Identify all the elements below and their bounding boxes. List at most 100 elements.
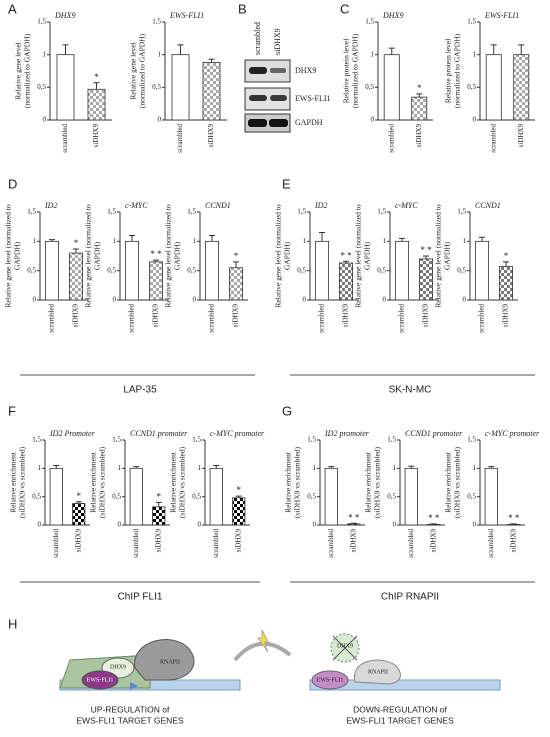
y-tick-label: 0 xyxy=(383,296,387,304)
error-bar xyxy=(53,465,60,469)
y-tick-label: 1,5 xyxy=(152,18,161,26)
group-label: ChIP FLI1 xyxy=(118,592,163,603)
x-tick-label: siDHX9 xyxy=(517,124,525,148)
error-bar xyxy=(129,234,135,242)
y-axis-label: (siDHX9 vs scrambled) xyxy=(293,446,302,518)
significance: * xyxy=(234,251,239,261)
dna xyxy=(309,679,501,691)
chart-title: EWS-FLI1 xyxy=(169,11,204,20)
y-tick-label: 0,5 xyxy=(387,492,396,500)
error-bar xyxy=(153,259,159,262)
bar-chart: 0 0,5 1 1,5 Relative protein level (normalize… xyxy=(444,11,535,153)
chart-title: ID2 Promoter xyxy=(49,429,96,438)
y-tick-label: 1,5 xyxy=(297,208,306,216)
bar xyxy=(171,54,190,121)
diagram-label: EWS-FLI1 xyxy=(317,677,344,683)
y-tick-label: 0,5 xyxy=(32,492,41,500)
bar xyxy=(204,240,219,301)
bar-chart: 0 0,5 1 1,5 Relative protein level (normalize… xyxy=(342,11,433,153)
y-axis-label: Relative enrichment xyxy=(169,451,178,513)
y-tick-label: 0 xyxy=(371,116,375,124)
x-tick-label: siDHX9 xyxy=(502,304,510,328)
x-tick-label: siDHX9 xyxy=(207,124,215,148)
y-axis-label: GAPDH) xyxy=(93,241,102,270)
band-label: EWS-FLI1 xyxy=(295,94,331,103)
y-axis-label: Relative protein level xyxy=(444,39,453,104)
x-tick-label: scrambled xyxy=(398,304,406,333)
chart-title: DHX9 xyxy=(54,11,75,20)
significance: * xyxy=(417,83,422,93)
significance: * * xyxy=(348,512,360,522)
y-axis-label: Relative gene level xyxy=(14,42,23,99)
rnapii-shape xyxy=(134,639,195,681)
group-label: ChIP RNAPII xyxy=(381,592,439,603)
x-tick-label: siDHX9 xyxy=(72,304,80,328)
y-tick-label: 0,5 xyxy=(467,83,476,91)
bar-chart: 0 0,5 1 1,5 Relative gene level (normalized … xyxy=(4,201,88,333)
blot-band xyxy=(270,95,287,101)
bar xyxy=(56,54,75,121)
blot-band xyxy=(269,119,288,127)
blot-band xyxy=(249,95,267,101)
x-tick-label: siDHX9 xyxy=(422,304,430,328)
ewsfli1-shape xyxy=(81,670,119,690)
error-bar xyxy=(416,93,423,98)
x-tick-label: scrambled xyxy=(489,124,497,153)
y-axis-label: Relative gene level (normalized to xyxy=(4,204,13,308)
bar xyxy=(45,240,60,301)
y-tick-label: 0,5 xyxy=(467,492,476,500)
error-bar xyxy=(343,260,349,264)
bar xyxy=(314,240,329,301)
y-tick-label: 0,5 xyxy=(365,83,374,91)
y-axis-label: (siDHX9 vs scrambled) xyxy=(373,446,382,518)
chart-title: CCND1 promoter xyxy=(130,429,188,438)
blot-band xyxy=(249,67,267,74)
y-axis-label: (normalized to GAPDH) xyxy=(351,33,360,108)
significance: * * xyxy=(508,513,520,523)
significance: * * xyxy=(420,245,432,255)
panel-letter: B xyxy=(238,1,247,16)
chart-title: CCND1 xyxy=(475,201,501,210)
lane-label: scrambled xyxy=(253,22,262,55)
error-bar xyxy=(328,466,335,469)
x-tick-label: siDHX9 xyxy=(342,304,350,328)
bar xyxy=(411,96,428,121)
bar xyxy=(338,262,353,301)
cross xyxy=(332,635,358,661)
lightning xyxy=(257,629,269,653)
x-tick-label: scrambled xyxy=(208,304,216,333)
y-axis-label: Relative gene level (normalized to xyxy=(274,204,283,308)
y-tick-label: 0 xyxy=(313,521,317,529)
bar xyxy=(485,54,502,121)
y-tick-label: 0,5 xyxy=(37,83,46,91)
x-tick-label: scrambled xyxy=(61,124,69,153)
y-axis-label: Relative protein level xyxy=(342,39,351,104)
x-tick-label: scrambled xyxy=(212,529,220,558)
bar xyxy=(484,467,498,526)
error-bar xyxy=(235,495,242,498)
error-bar xyxy=(518,44,525,55)
y-tick-label: 0,5 xyxy=(112,492,121,500)
error-bar xyxy=(350,522,357,524)
significance: * * xyxy=(428,513,440,523)
y-axis-label: Relative enrichment xyxy=(89,451,98,513)
x-tick-label: scrambled xyxy=(487,529,495,558)
chart-title: c-MYC xyxy=(395,201,418,210)
diagram-label: DHX9 xyxy=(337,643,353,649)
significance: * xyxy=(94,72,99,82)
y-tick-label: 1 xyxy=(193,237,197,245)
bar-chart: 0 0,5 1 1,5 Relative gene level (normalized … xyxy=(354,201,438,333)
error-bar xyxy=(479,236,485,242)
panel-letter: E xyxy=(282,176,291,191)
x-tick-label: siDHX9 xyxy=(349,529,357,553)
x-tick-label: siDHX9 xyxy=(74,529,82,553)
y-tick-label: 0 xyxy=(473,116,477,124)
error-bar xyxy=(209,234,215,242)
y-tick-label: 1 xyxy=(38,464,42,472)
y-tick-label: 0,5 xyxy=(457,266,466,274)
bar xyxy=(202,62,221,121)
x-tick-label: scrambled xyxy=(52,529,60,558)
chart-title: c-MYC promoter xyxy=(210,429,265,438)
